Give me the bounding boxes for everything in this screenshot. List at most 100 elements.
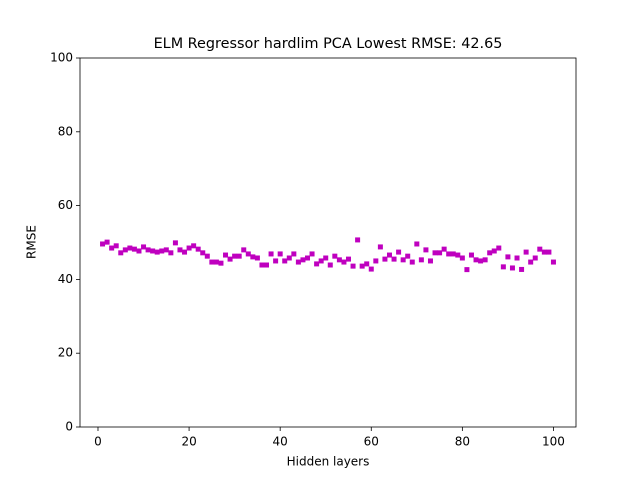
point (345, 256, 351, 262)
point (295, 259, 301, 265)
point (100, 241, 106, 247)
point (455, 252, 461, 258)
point (150, 248, 156, 254)
point (286, 255, 292, 261)
y-tick-label: 0 (65, 420, 73, 434)
point (254, 255, 260, 261)
point (382, 256, 388, 262)
point (405, 253, 411, 259)
point (305, 255, 311, 261)
point (318, 258, 324, 264)
point (359, 263, 365, 269)
x-tick-label: 80 (455, 435, 470, 449)
point (300, 257, 306, 263)
x-tick-label: 60 (364, 435, 379, 449)
point (163, 247, 169, 253)
point (336, 257, 342, 263)
point (227, 256, 233, 262)
point (241, 247, 247, 253)
point (505, 254, 511, 260)
point (182, 249, 188, 255)
x-axis-label: Hidden layers (287, 455, 370, 469)
point (446, 251, 452, 257)
point (541, 249, 547, 255)
point (172, 240, 178, 246)
x-tick-label: 100 (542, 435, 565, 449)
point (546, 249, 552, 255)
point (391, 256, 397, 262)
point (127, 245, 133, 251)
point (177, 247, 183, 253)
point (519, 266, 525, 272)
point (537, 246, 543, 252)
y-tick-label: 20 (58, 346, 73, 360)
point (400, 257, 406, 263)
point (478, 258, 484, 264)
point (250, 254, 256, 260)
point (464, 267, 470, 273)
point (514, 255, 520, 261)
point (218, 260, 224, 266)
point (186, 245, 192, 251)
point (118, 250, 124, 256)
point (528, 259, 534, 265)
point (136, 248, 142, 254)
point (396, 249, 402, 255)
point (195, 246, 201, 252)
point (418, 257, 424, 263)
point (509, 265, 515, 271)
point (191, 243, 197, 249)
point (386, 252, 392, 258)
point (309, 251, 315, 257)
point (450, 251, 456, 257)
point (437, 250, 443, 256)
point (487, 250, 493, 256)
plot-frame (79, 57, 577, 428)
point (377, 244, 383, 250)
point (323, 255, 329, 261)
point (273, 258, 279, 264)
point (432, 250, 438, 256)
y-tick-label: 40 (58, 272, 73, 286)
point (154, 249, 160, 255)
point (268, 251, 274, 257)
point (427, 258, 433, 264)
point (355, 237, 361, 243)
point (327, 262, 333, 268)
point (209, 259, 215, 265)
point (332, 253, 338, 259)
point (264, 262, 270, 268)
y-tick-label: 60 (58, 198, 73, 212)
point (441, 246, 447, 252)
point (491, 248, 497, 254)
point (200, 250, 206, 256)
point (122, 247, 128, 253)
point (259, 262, 265, 268)
point (368, 266, 374, 272)
point (341, 259, 347, 265)
point (159, 248, 165, 254)
y-tick-label: 100 (50, 51, 73, 65)
point (213, 259, 219, 265)
point (523, 249, 529, 255)
point (468, 252, 474, 258)
point (141, 244, 147, 250)
point (245, 251, 251, 257)
x-tick-label: 40 (273, 435, 288, 449)
point (496, 245, 502, 251)
point (314, 261, 320, 267)
point (282, 258, 288, 264)
x-tick-label: 0 (94, 435, 102, 449)
point (482, 257, 488, 263)
chart-title: ELM Regressor hardlim PCA Lowest RMSE: 4… (154, 36, 503, 52)
point (423, 247, 429, 253)
point (204, 253, 210, 259)
point (373, 258, 379, 264)
point (223, 252, 229, 258)
point (113, 243, 119, 249)
point (232, 253, 238, 259)
point (350, 263, 356, 269)
point (236, 253, 242, 259)
